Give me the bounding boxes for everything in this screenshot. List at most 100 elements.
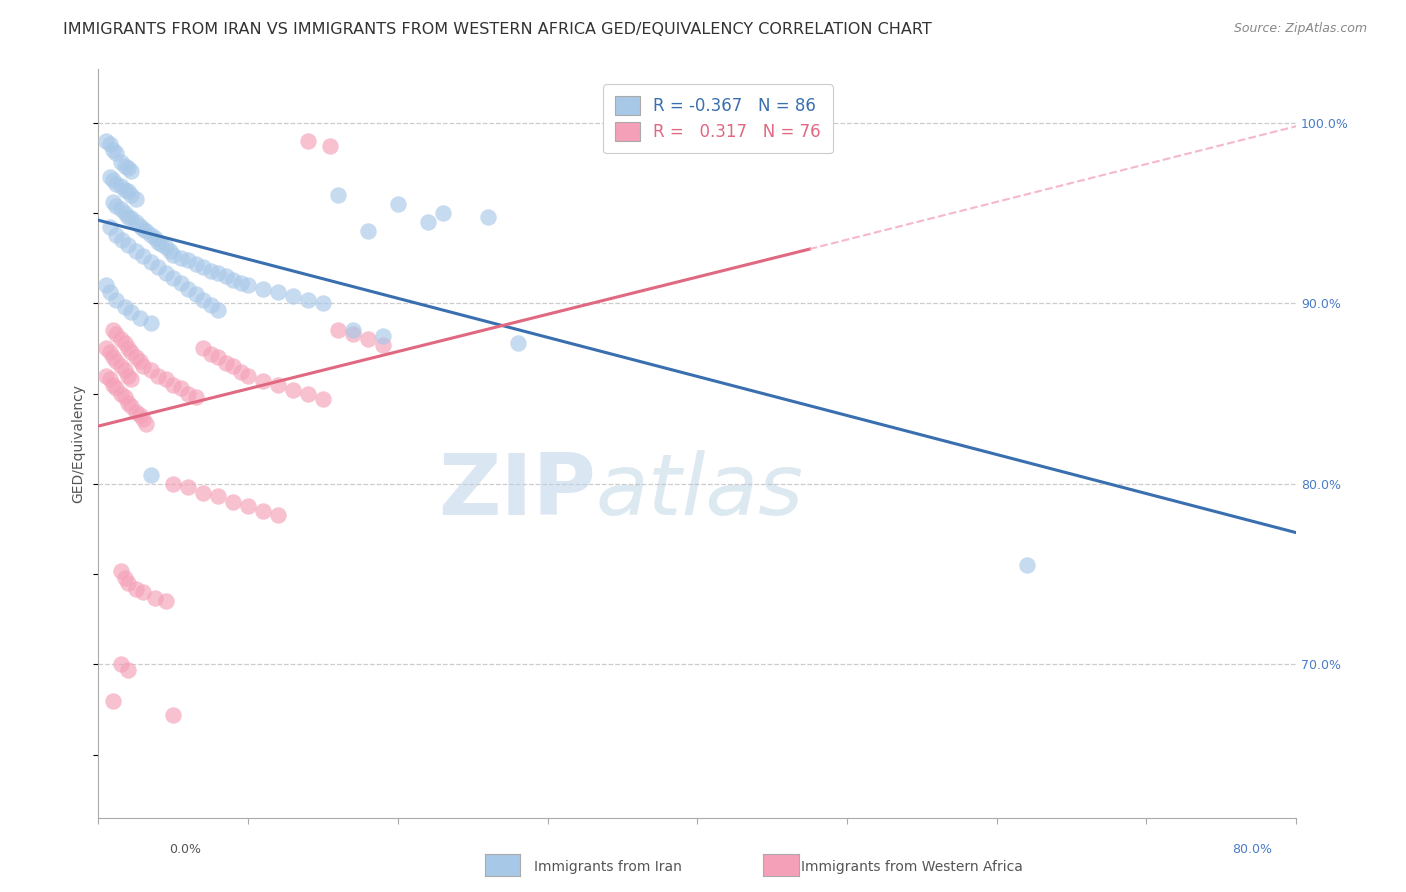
Point	[132, 359, 155, 374]
Point	[177, 282, 200, 296]
Point	[222, 359, 245, 374]
Point	[103, 323, 125, 337]
Point	[200, 347, 222, 361]
Point	[110, 332, 132, 346]
Point	[139, 316, 162, 330]
Point	[297, 293, 319, 307]
Point	[125, 351, 148, 365]
Point	[132, 222, 155, 236]
Point	[155, 266, 177, 280]
Point	[132, 412, 155, 426]
Point	[94, 278, 117, 293]
Point	[148, 260, 170, 275]
Point	[155, 372, 177, 386]
Point	[117, 395, 139, 409]
Point	[111, 233, 134, 247]
Point	[139, 363, 162, 377]
Point	[229, 277, 252, 291]
Point	[371, 338, 394, 352]
Point	[267, 285, 290, 300]
Point	[252, 374, 274, 388]
Point	[129, 354, 152, 368]
Point	[100, 137, 122, 152]
Point	[114, 336, 136, 351]
Point	[120, 211, 142, 226]
Point	[120, 372, 142, 386]
Point	[222, 273, 245, 287]
Point	[100, 220, 122, 235]
Point	[100, 169, 122, 184]
Point	[103, 351, 125, 365]
Point	[162, 708, 184, 723]
Point	[148, 235, 170, 249]
Point	[114, 390, 136, 404]
Point	[94, 368, 117, 383]
Point	[129, 219, 152, 233]
Point	[103, 195, 125, 210]
Point	[117, 238, 139, 252]
Point	[129, 310, 152, 325]
Point	[252, 504, 274, 518]
Point	[170, 277, 193, 291]
Point	[110, 155, 132, 169]
Y-axis label: GED/Equivalency: GED/Equivalency	[72, 384, 86, 503]
Point	[117, 184, 139, 198]
Text: atlas: atlas	[596, 450, 803, 533]
Point	[139, 467, 162, 482]
Point	[297, 386, 319, 401]
Point	[326, 188, 349, 202]
Point	[110, 202, 132, 217]
Point	[387, 197, 409, 211]
Point	[236, 499, 259, 513]
Point	[229, 365, 252, 379]
Point	[120, 164, 142, 178]
Point	[342, 326, 364, 341]
Point	[110, 657, 132, 672]
Point	[200, 298, 222, 312]
Point	[114, 182, 136, 196]
Point	[117, 161, 139, 175]
Point	[103, 377, 125, 392]
Point	[200, 264, 222, 278]
Point	[297, 134, 319, 148]
Point	[120, 305, 142, 319]
Point	[150, 236, 173, 251]
Point	[105, 326, 128, 341]
Point	[267, 508, 290, 522]
Text: Immigrants from Western Africa: Immigrants from Western Africa	[801, 860, 1024, 874]
Text: ZIP: ZIP	[437, 450, 596, 533]
Point	[103, 143, 125, 157]
Point	[105, 293, 128, 307]
Point	[117, 342, 139, 356]
Point	[184, 256, 207, 270]
Text: 80.0%: 80.0%	[1233, 843, 1272, 856]
Point	[125, 404, 148, 418]
Text: IMMIGRANTS FROM IRAN VS IMMIGRANTS FROM WESTERN AFRICA GED/EQUIVALENCY CORRELATI: IMMIGRANTS FROM IRAN VS IMMIGRANTS FROM …	[63, 22, 932, 37]
Point	[120, 345, 142, 359]
Point	[94, 134, 117, 148]
Point	[416, 215, 439, 229]
Text: 0.0%: 0.0%	[169, 843, 201, 856]
Point	[125, 244, 148, 258]
Point	[357, 224, 380, 238]
Point	[170, 251, 193, 265]
Point	[114, 571, 136, 585]
Point	[135, 417, 157, 432]
Point	[105, 227, 128, 242]
Point	[326, 323, 349, 337]
Point	[103, 693, 125, 707]
Point	[207, 266, 229, 280]
Point	[117, 368, 139, 383]
Point	[477, 210, 499, 224]
Point	[132, 249, 155, 263]
Point	[312, 392, 335, 406]
Point	[281, 289, 304, 303]
Point	[100, 345, 122, 359]
Point	[143, 231, 166, 245]
Point	[170, 381, 193, 395]
Point	[184, 390, 207, 404]
Point	[312, 296, 335, 310]
Point	[105, 199, 128, 213]
Point	[114, 159, 136, 173]
Point	[110, 359, 132, 374]
